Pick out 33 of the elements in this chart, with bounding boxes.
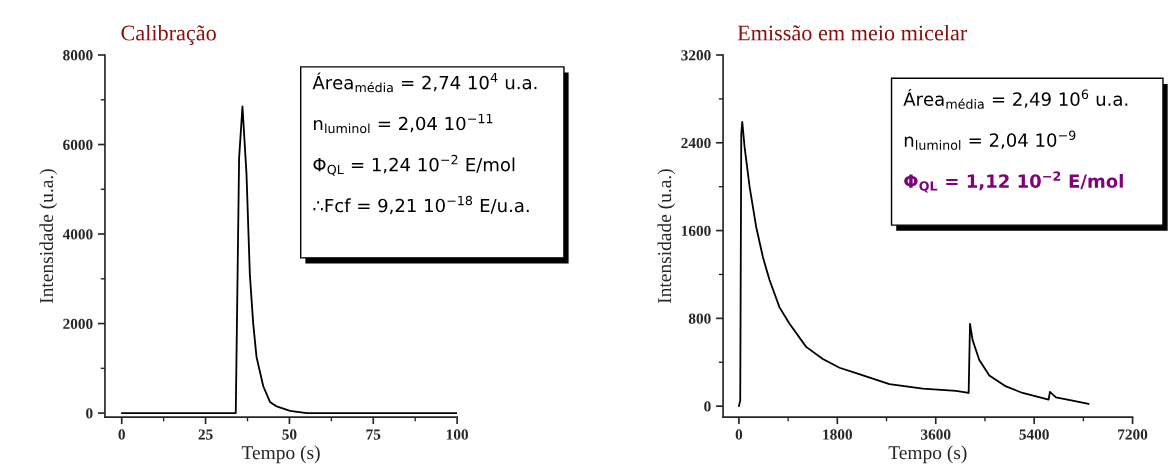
y-tick-label: 2000 [63,318,93,330]
y-tick-label: 800 [688,313,711,324]
x-tick-label: 0 [735,429,743,440]
annotation: Φ$_{QL}$ = 1,12 10$^{−2}$ E/mol [904,171,1123,193]
y-tick-label: 8000 [63,50,93,61]
x-tick-label: 75 [366,429,381,440]
x-tick-label: 3600 [921,429,951,440]
y-tick-label: 0 [86,408,93,419]
x-tick-label: 0 [118,429,125,440]
x-tick-label: 5400 [1019,429,1049,440]
x-tick-label: 7200 [1118,429,1148,440]
y-tick-label: 1600 [681,225,711,237]
x-tick-label: 1800 [823,429,853,440]
annotation: n$_{luminol}$ = 2,04 10$^{−11}$ [314,113,493,134]
x-tick-label: 50 [282,429,297,440]
annotation: Φ$_{QL}$ = 1,24 10$^{−2}$ E/mol [313,154,515,176]
x-axis-title: Tempo (s) [888,445,967,464]
y-tick-label: 4000 [62,229,93,240]
y-tick-label: 0 [704,401,711,412]
chart-title: Calibração [121,24,216,46]
annotation: Área$_{média}$ = 2,49 10$^{6}$ u.a. [903,89,1128,109]
x-tick-label: 25 [198,429,213,440]
y-tick-label: 3200 [681,50,711,61]
annotation: ∴Fcf = 9,21 10$^{−18}$ E/u.a. [313,195,529,215]
chart-title: Emissão em meio micelar [737,24,968,41]
y-axis-title: Intensidade (u.a.) [39,169,58,304]
x-tick-label: 100 [446,429,468,440]
y-tick-label: 6000 [63,139,93,150]
annotation: n$_{luminol}$ = 2,04 10$^{−9}$ [904,130,1076,150]
annotation: Área$_{média}$ = 2,74 10$^{4}$ u.a. [312,72,537,93]
y-axis-title: Intensidade (u.a.) [657,169,676,304]
x-axis-title: Tempo (s) [241,445,320,464]
y-tick-label: 2400 [681,137,711,149]
